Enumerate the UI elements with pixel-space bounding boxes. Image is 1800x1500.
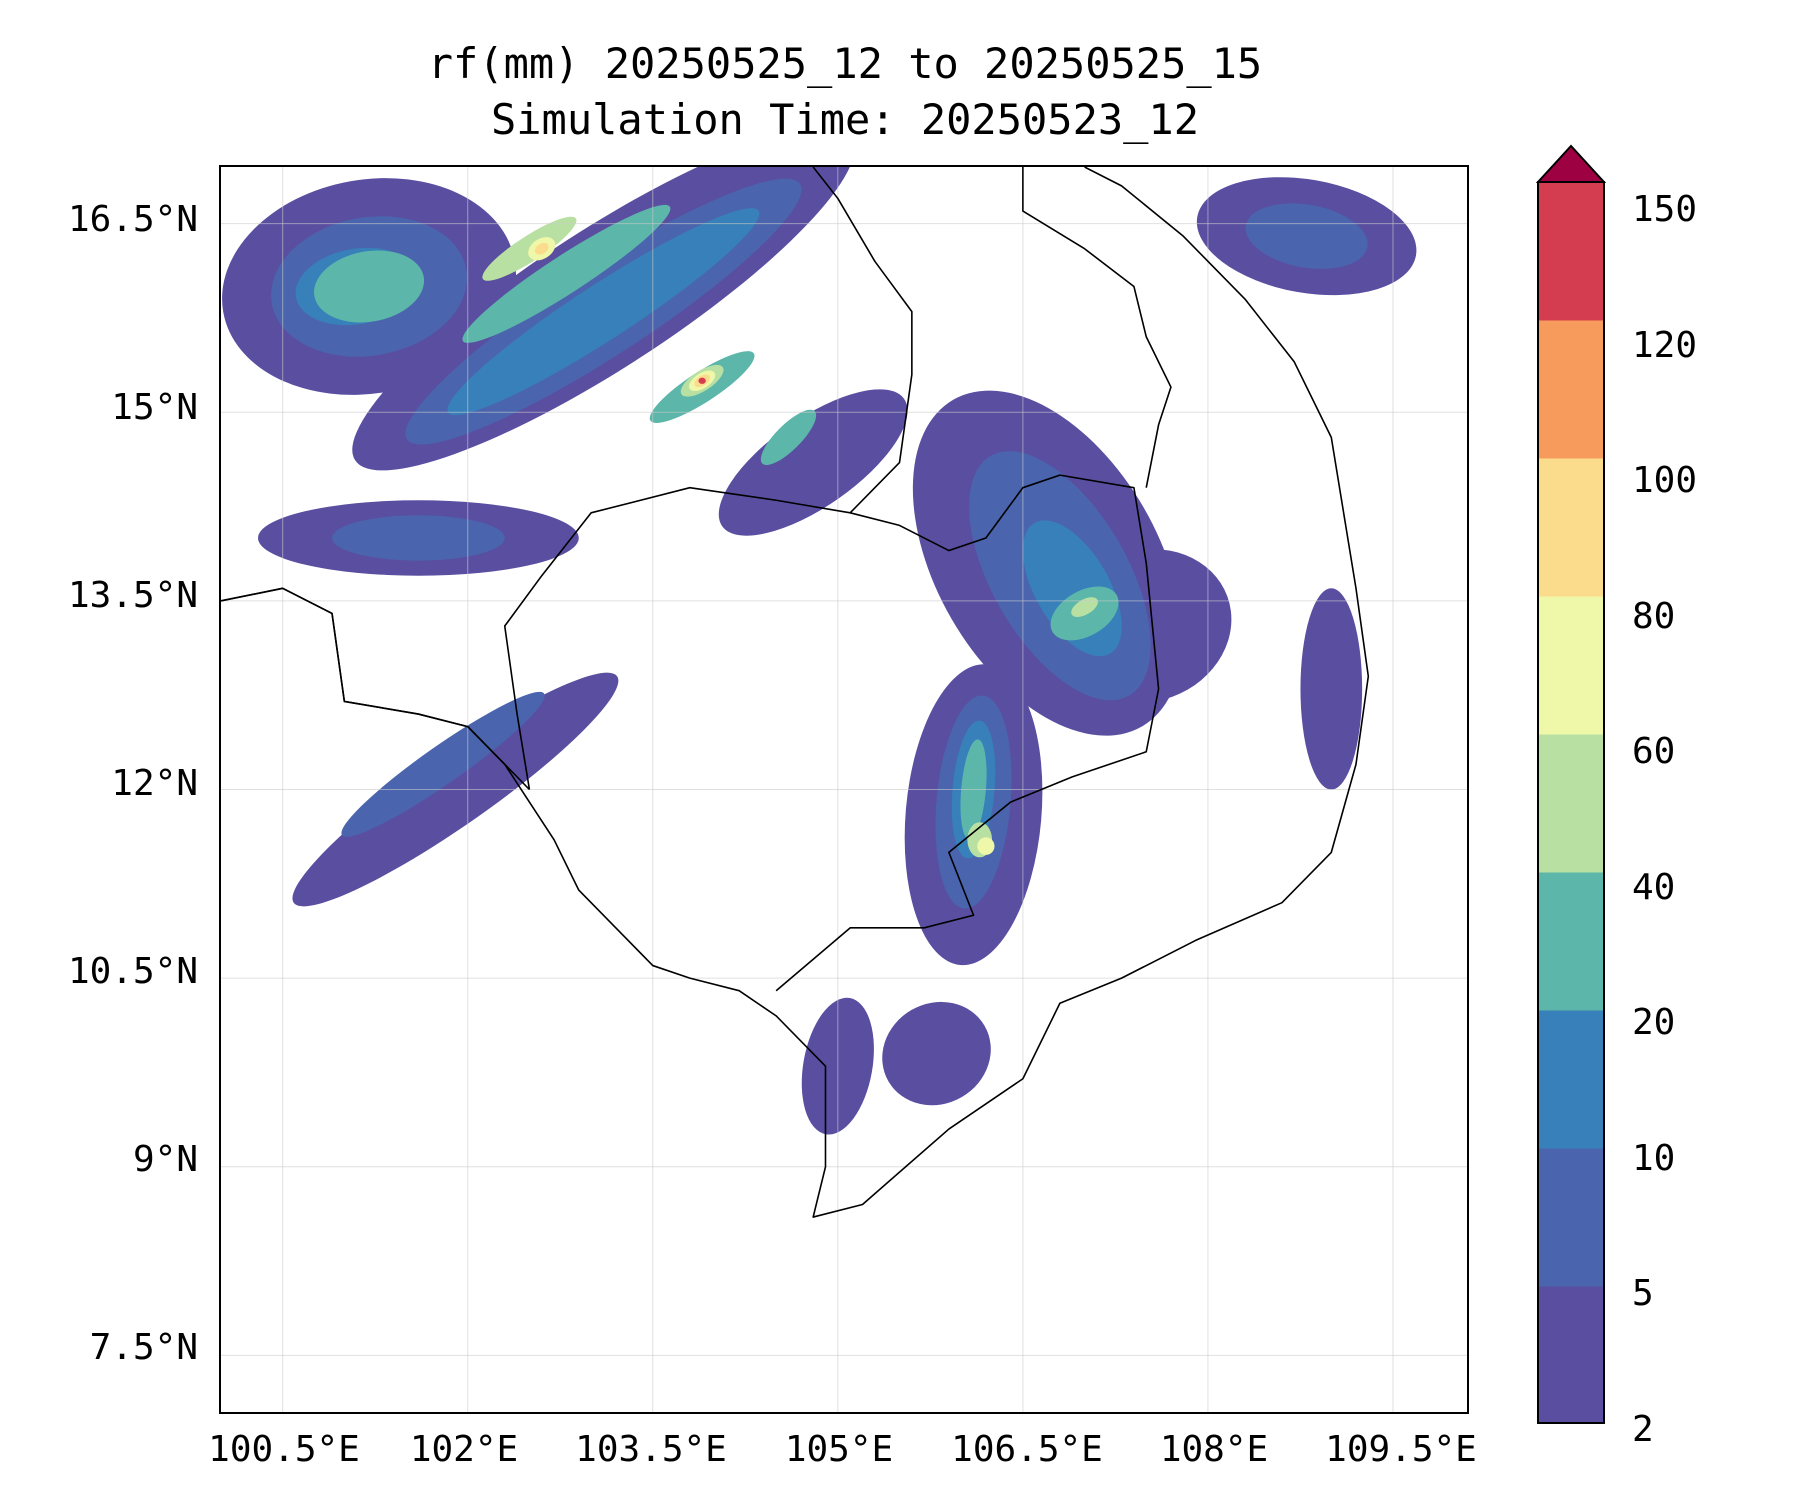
colorbar-outline (1537, 181, 1605, 1424)
colorbar-label-80: 80 (1632, 596, 1676, 637)
rain-contour-level-8 (698, 377, 706, 384)
rain-contour-level-1 (1245, 203, 1368, 269)
colorbar-label-5: 5 (1632, 1273, 1654, 1314)
country-border (812, 167, 913, 514)
chart-title-line2: Simulation Time: 20250523_12 (490, 95, 1199, 144)
country-border (503, 474, 1160, 992)
country-border (1022, 167, 1172, 488)
rain-contour-level-3 (760, 409, 817, 466)
colorbar-label-100: 100 (1632, 460, 1698, 501)
rain-contour-level-0 (718, 389, 908, 536)
lon-label-102: 102°E (409, 1429, 519, 1470)
lat-label-9: 9°N (132, 1139, 198, 1180)
lat-label-7-5: 7.5°N (89, 1327, 198, 1368)
rain-contour-level-3 (314, 250, 425, 323)
lon-label-100-5: 100.5°E (208, 1429, 360, 1470)
rain-contour-level-5 (977, 837, 995, 855)
colorbar-bin (1538, 1148, 1604, 1287)
gridlines (221, 167, 1467, 1412)
lon-label-105: 105°E (784, 1429, 894, 1470)
colorbar-bin (1538, 596, 1604, 735)
colorbar-bin (1538, 1286, 1604, 1424)
coastlines-and-borders (221, 167, 1370, 1218)
colorbar-extend-arrow (1536, 144, 1606, 183)
lat-label-13-5: 13.5°N (67, 575, 198, 616)
colorbar-label-2: 2 (1632, 1409, 1654, 1450)
colorbar (1536, 144, 1606, 1424)
rain-contour-level-2 (447, 208, 760, 416)
rain-contour-level-3 (462, 204, 671, 343)
lat-label-12: 12°N (111, 763, 198, 804)
lon-label-109-5: 109.5°E (1325, 1429, 1477, 1470)
chart-title-line1: rf(mm) 20250525_12 to 20250525_15 (427, 39, 1263, 88)
map-plot-area (219, 165, 1469, 1414)
rain-contour-level-1 (332, 515, 505, 561)
rainfall-map (221, 167, 1467, 1412)
colorbar-bin (1538, 182, 1604, 321)
country-border (221, 587, 530, 791)
lat-label-10-5: 10.5°N (67, 951, 198, 992)
rain-contour-level-0 (882, 1001, 991, 1106)
lon-label-106-5: 106.5°E (951, 1429, 1103, 1470)
colorbar-label-120: 120 (1632, 325, 1698, 366)
lat-label-15: 15°N (111, 387, 198, 428)
colorbar-bin (1538, 1010, 1604, 1149)
colorbar-bin (1538, 872, 1604, 1011)
rain-contour-level-4 (1071, 597, 1098, 618)
colorbar-label-60: 60 (1632, 731, 1676, 772)
lon-label-103-5: 103.5°E (575, 1429, 727, 1470)
rain-contour-level-1 (341, 691, 545, 837)
colorbar-label-10: 10 (1632, 1138, 1676, 1179)
colorbar-label-150: 150 (1632, 189, 1698, 230)
rainfall-contours (222, 167, 1417, 1135)
colorbar-bin (1538, 320, 1604, 459)
rain-contour-level-0 (1300, 588, 1363, 790)
lat-label-16-5: 16.5°N (67, 199, 198, 240)
rain-contour-level-6 (534, 242, 549, 255)
colorbar-bin (1538, 734, 1604, 873)
colorbar-bin (1538, 458, 1604, 597)
lon-label-108: 108°E (1159, 1429, 1269, 1470)
colorbar-label-40: 40 (1632, 867, 1676, 908)
colorbar-label-20: 20 (1632, 1002, 1676, 1043)
